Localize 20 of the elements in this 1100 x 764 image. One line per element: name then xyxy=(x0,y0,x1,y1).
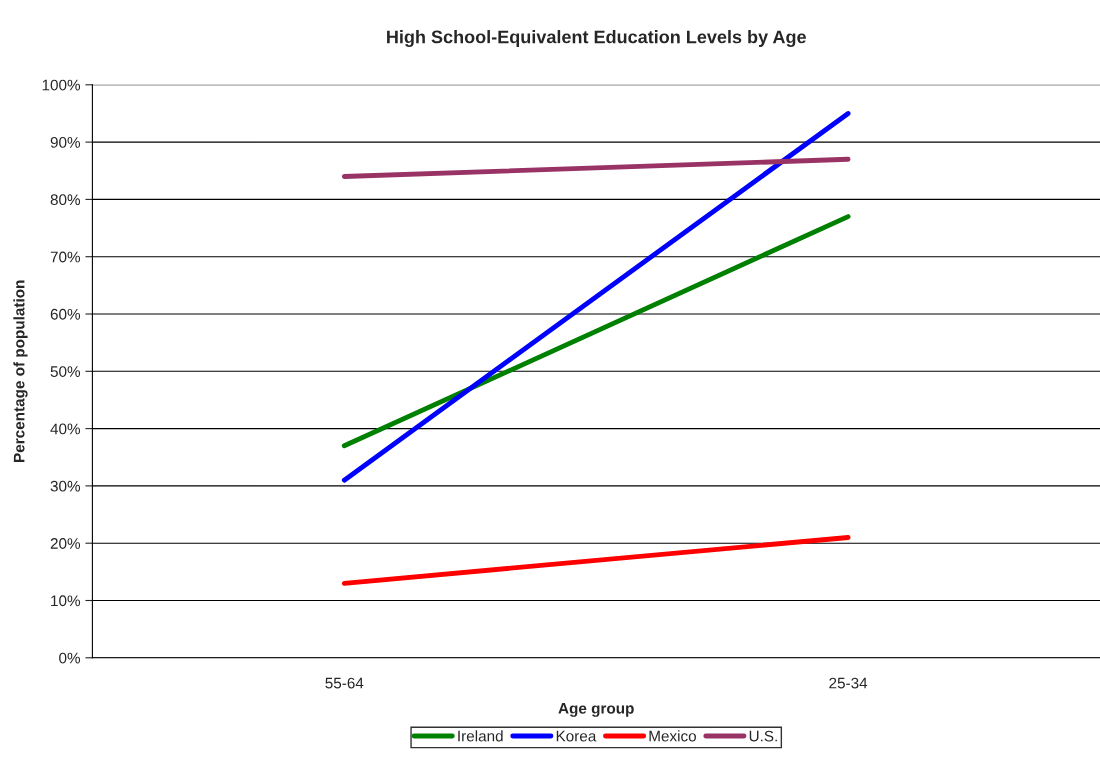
y-tick-label: 40% xyxy=(50,423,81,435)
y-tick-label: 80% xyxy=(50,194,81,206)
y-tick-label: 50% xyxy=(50,366,81,377)
x-axis-title: Age group xyxy=(558,703,634,717)
y-tick-label: 20% xyxy=(50,538,81,549)
y-tick-label: 70% xyxy=(50,251,81,263)
chart-title: High School-Equivalent Education Levels by Age xyxy=(387,30,806,47)
y-tick-label: 60% xyxy=(50,308,81,320)
legend-label: Ireland xyxy=(458,730,503,742)
legend-label: Korea xyxy=(556,730,597,742)
y-tick-label: 30% xyxy=(50,480,81,492)
legend-label: U.S. xyxy=(749,730,777,742)
y-tick-label: 90% xyxy=(50,136,81,148)
x-tick-label: 55-64 xyxy=(325,677,364,689)
x-tick-label: 25-34 xyxy=(829,677,868,689)
y-tick-label: 100% xyxy=(42,79,81,91)
y-tick-label: 0% xyxy=(59,652,81,664)
y-tick-label: 10% xyxy=(51,595,81,607)
legend-label: Mexico xyxy=(649,730,696,742)
y-axis-title: Percentage of population xyxy=(13,280,28,462)
